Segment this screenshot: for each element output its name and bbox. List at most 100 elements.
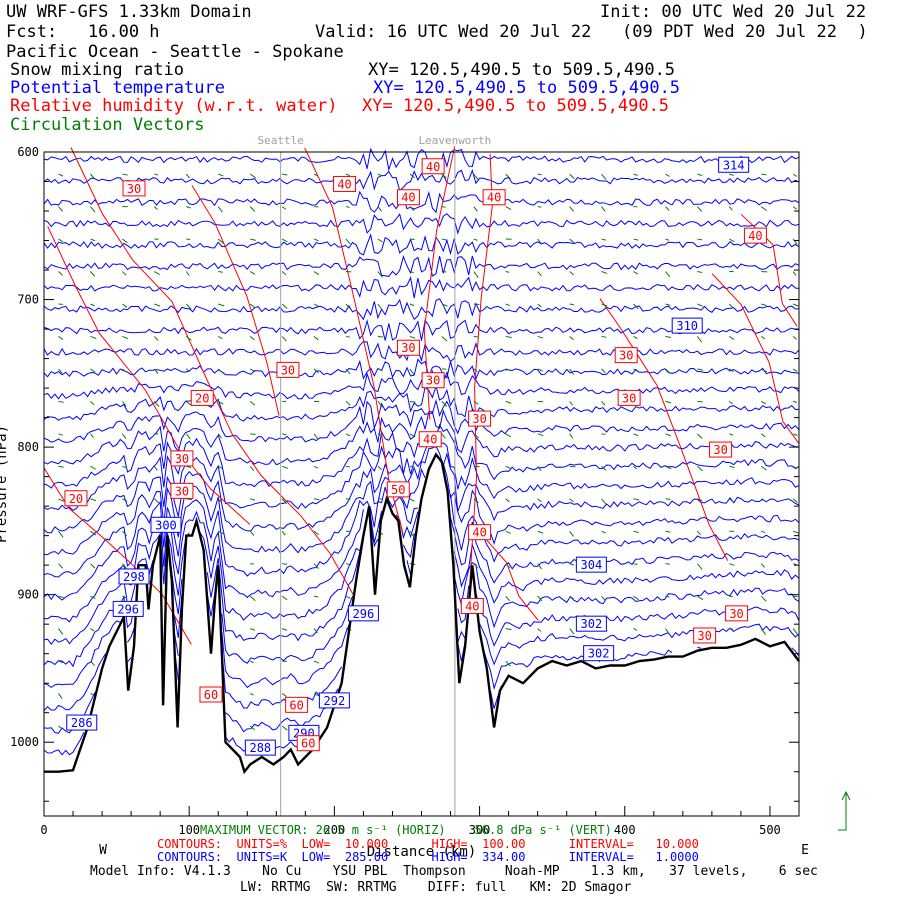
circulation-vector xyxy=(569,206,575,212)
circulation-vector xyxy=(665,530,671,533)
circulation-vector xyxy=(793,303,799,307)
rh-label: 30 xyxy=(729,607,743,621)
theta-label: 296 xyxy=(353,607,375,621)
theta-label: 310 xyxy=(676,319,698,333)
circulation-vector xyxy=(537,465,542,472)
theta-label-box xyxy=(66,714,98,731)
y-axis-label: Pressure (hPa) xyxy=(0,425,10,543)
circulation-vector xyxy=(665,368,671,374)
circulation-vector xyxy=(154,271,160,275)
circulation-vector xyxy=(792,238,798,245)
circulation-vector xyxy=(761,530,766,534)
circulation-vector xyxy=(473,271,479,278)
rh-contour-line xyxy=(711,273,800,444)
theta-contour-line xyxy=(43,384,800,422)
circulation-vector xyxy=(409,368,415,376)
circulation-vector xyxy=(313,303,319,307)
circulation-vector xyxy=(345,595,351,599)
rh-label-box xyxy=(396,189,420,206)
theta-label-box xyxy=(575,615,607,632)
circulation-vector xyxy=(377,303,382,310)
circulation-vector xyxy=(58,693,63,699)
theta-label-box xyxy=(318,692,350,709)
rh-label-box xyxy=(743,227,767,244)
valid-time: Valid: 16 UTC Wed 20 Jul 22 (09 PDT Wed … xyxy=(315,22,868,42)
theta-label: 288 xyxy=(249,741,271,755)
theta-contour-line xyxy=(43,445,800,534)
title-left: UW WRF-GFS 1.33km Domain xyxy=(6,2,252,22)
x-tick-label: 300 xyxy=(469,823,491,837)
circulation-vector xyxy=(505,173,511,180)
circulation-vector xyxy=(569,530,574,537)
theta-contour-line xyxy=(43,190,800,214)
circulation-vector xyxy=(729,563,735,566)
circulation-vector xyxy=(505,368,512,372)
circulation-vector xyxy=(697,368,704,371)
circulation-vector xyxy=(569,271,575,276)
circulation-vector xyxy=(633,465,638,470)
circulation-vector xyxy=(122,368,127,373)
circulation-vector xyxy=(185,303,192,310)
circulation-vector xyxy=(249,206,256,212)
circulation-vector xyxy=(217,336,223,340)
circulation-vector xyxy=(633,336,638,339)
circulation-vector xyxy=(537,628,542,632)
theta-contour-line xyxy=(43,522,800,623)
x-tick-label: 400 xyxy=(614,823,636,837)
circulation-vector xyxy=(633,595,640,601)
circulation-vector xyxy=(409,530,414,536)
circulation-vector xyxy=(122,173,128,176)
circulation-vector xyxy=(90,238,96,242)
theta-label-box xyxy=(244,739,276,756)
x-tick-label: 0 xyxy=(40,823,47,837)
circulation-vector xyxy=(728,303,734,309)
circulation-vector xyxy=(696,530,701,536)
circulation-vector xyxy=(282,173,288,176)
theta-label-box xyxy=(347,605,379,622)
rh-label-box xyxy=(460,597,484,614)
circulation-vector xyxy=(90,173,96,180)
circulation-vector xyxy=(665,335,672,338)
circulation-vector xyxy=(761,303,767,306)
circulation-vector xyxy=(441,303,448,307)
circulation-vector xyxy=(505,271,510,273)
rh-contour-line xyxy=(47,226,251,525)
circulation-vector xyxy=(728,206,733,211)
circulation-vector xyxy=(250,498,256,501)
circulation-vector xyxy=(249,595,256,602)
circulation-vector xyxy=(633,271,639,275)
rh-label: 30 xyxy=(713,443,727,457)
field-name-theta: Potential temperature xyxy=(10,78,225,98)
circulation-vector xyxy=(601,238,606,241)
circulation-vector xyxy=(90,628,95,632)
circulation-vector xyxy=(761,400,767,405)
circulation-vector xyxy=(313,465,319,469)
circulation-vector xyxy=(281,271,287,276)
circulation-vector xyxy=(313,271,320,276)
theta-contour-line xyxy=(43,551,800,646)
circulation-vector xyxy=(537,303,542,308)
circulation-vector xyxy=(537,206,542,208)
theta-label-box xyxy=(671,317,703,334)
rh-label-box xyxy=(64,490,88,507)
circulation-vector xyxy=(281,498,288,505)
rh-label-box xyxy=(614,347,638,364)
circulation-vector xyxy=(601,401,606,406)
theta-label: 296 xyxy=(117,602,139,616)
circulation-vector xyxy=(122,271,127,276)
circulation-vector xyxy=(345,368,351,375)
circulation-vector xyxy=(90,401,95,406)
circulation-vector xyxy=(153,401,160,407)
circulation-vector xyxy=(760,206,768,212)
circulation-vector xyxy=(569,498,574,503)
circulation-vector xyxy=(696,563,703,570)
circulation-vector xyxy=(122,498,128,502)
circulation-vector xyxy=(249,693,254,696)
theta-label-box xyxy=(118,568,150,585)
circulation-vector xyxy=(249,336,255,341)
circulation-vector xyxy=(473,238,478,241)
circulation-vector xyxy=(601,335,606,338)
rh-label: 30 xyxy=(175,452,189,466)
theta-label-box xyxy=(583,645,615,662)
circulation-vector xyxy=(249,465,255,471)
